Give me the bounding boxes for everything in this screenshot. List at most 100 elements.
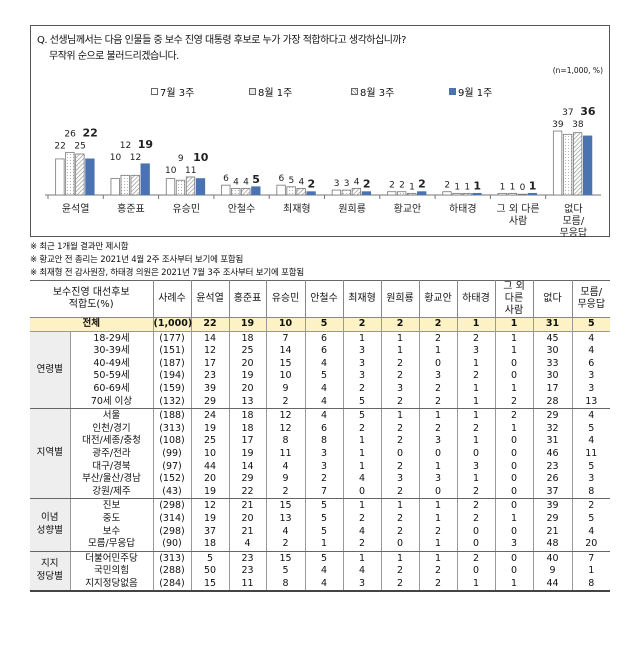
bar [572, 132, 583, 196]
data-label: 10 [193, 151, 209, 164]
cell: 18 [228, 422, 266, 436]
column-header: 최재형 [342, 280, 381, 318]
cell: 4 [265, 525, 305, 539]
cell: 1 [380, 408, 419, 423]
x-tick-label: 그 외 다른 [496, 203, 539, 215]
table-row: 광주/전라 (99) 10 19 11 3 1 0 0 0 0 46 11 [30, 447, 610, 461]
bar [462, 192, 472, 196]
column-header: 하태경 [456, 280, 495, 318]
cell: 12 [190, 345, 229, 358]
cell: 13 [228, 395, 266, 410]
header-row: 보수진영 대선후보 적합도(%) 사례수 윤석열 홍준표 유승민 안철수 최재형 원희룡 황교안 하… [30, 280, 610, 318]
cell: 5 [304, 498, 343, 513]
data-label: 36 [580, 105, 596, 118]
table-row: 30-39세 (151) 12 25 14 6 3 1 1 3 1 30 4 [30, 345, 610, 358]
cell: (152) [152, 473, 191, 486]
cell: 2 [494, 408, 533, 423]
data-label: 11 [185, 166, 196, 176]
cell: 4 [571, 408, 610, 423]
cell: 1 [456, 435, 495, 448]
cell: 1 [494, 382, 533, 396]
cell: 39 [532, 498, 572, 513]
cell: 6 [304, 422, 343, 436]
cell: 3 [380, 382, 419, 396]
data-label: 6 [278, 174, 284, 184]
cell: 2 [342, 512, 381, 526]
cell: 5 [304, 317, 343, 332]
cell: (90) [152, 538, 191, 552]
cell: 0 [418, 447, 457, 461]
cell: 0 [456, 538, 495, 552]
cell: 2 [418, 331, 457, 346]
cell: 1 [380, 331, 419, 346]
cell: 15 [265, 498, 305, 513]
group-label: 지역별 [30, 408, 70, 500]
table-row: 모름/무응답 (90) 18 4 2 1 2 0 1 0 3 48 20 [30, 538, 610, 552]
bar [165, 178, 176, 196]
legend-item: 7월 3주 [151, 84, 194, 99]
cell: 17 [532, 382, 572, 396]
bar [65, 151, 75, 196]
cell: 1 [494, 317, 533, 332]
cell: 1 [304, 538, 343, 552]
cell: 4 [342, 525, 381, 539]
row-label: 60-69세 [69, 382, 153, 396]
cell: 29 [190, 395, 229, 410]
cell: (159) [152, 382, 191, 396]
cell: 2 [418, 565, 457, 578]
data-label: 5 [288, 176, 294, 186]
cell: 4 [571, 525, 610, 539]
table-row: 중도 (314) 19 20 13 5 2 2 1 2 1 29 5 [30, 512, 610, 526]
cell: 8 [571, 485, 610, 500]
cell: 3 [342, 577, 381, 592]
cell: 1 [418, 551, 457, 566]
cell: 23 [190, 370, 229, 383]
table-row: 지지 정당별 더불어민주당 (313) 5 23 15 5 1 1 1 2 0 40 7 [30, 551, 610, 592]
cell: 3 [304, 447, 343, 461]
data-label: 12 [130, 153, 141, 163]
row-label: 40-49세 [69, 357, 153, 371]
cell: 12 [190, 498, 229, 513]
cell: 2 [380, 460, 419, 474]
cell: 3 [380, 473, 419, 486]
cell: 3 [456, 345, 495, 358]
row-label: 부산/울산/경남 [69, 473, 153, 486]
cell: 5 [342, 408, 381, 423]
cell: 6 [571, 357, 610, 371]
cell: (284) [152, 577, 191, 592]
cell: 24 [190, 408, 229, 423]
x-tick-label: 하태경 [449, 202, 477, 215]
note-3: ※ 최재형 전 감사원장, 하태경 의원은 2021년 7월 3주 조사부터 보… [30, 268, 304, 278]
data-label: 2 [418, 178, 426, 191]
cell: (97) [152, 460, 191, 474]
bar [517, 193, 527, 196]
x-tick-label: 원희룡 [338, 203, 366, 215]
cell: 5 [571, 512, 610, 526]
cell: 33 [532, 357, 572, 371]
cell: 3 [418, 473, 457, 486]
cell: 1 [342, 498, 381, 513]
x-tick-label: 모름/ [562, 215, 584, 227]
cell: 1 [456, 357, 495, 371]
table-row: 40-49세 (187) 17 20 15 4 3 2 0 1 0 33 6 [30, 357, 610, 371]
cell: (1,000) [152, 317, 192, 332]
cell: 4 [304, 565, 343, 578]
data-label: 22 [82, 126, 97, 139]
data-label: 3 [344, 179, 350, 189]
note-2: ※ 황교안 전 총리는 2021년 4월 2주 조사부터 보기에 포함됨 [30, 255, 244, 265]
cell: (313) [152, 551, 191, 566]
cell: 2 [380, 485, 419, 500]
bar [75, 153, 85, 196]
bar [85, 158, 95, 196]
cell: 1 [342, 435, 381, 448]
cell: 44 [532, 577, 572, 592]
x-tick-label: 유승민 [172, 203, 200, 215]
x-tick-label: 윤석열 [62, 203, 90, 215]
cell: 17 [228, 435, 266, 448]
cell: 29 [532, 512, 572, 526]
legend-swatch [151, 88, 158, 95]
row-label: 전체 [30, 317, 153, 332]
cell: 14 [265, 345, 305, 358]
cell: 1 [418, 345, 457, 358]
